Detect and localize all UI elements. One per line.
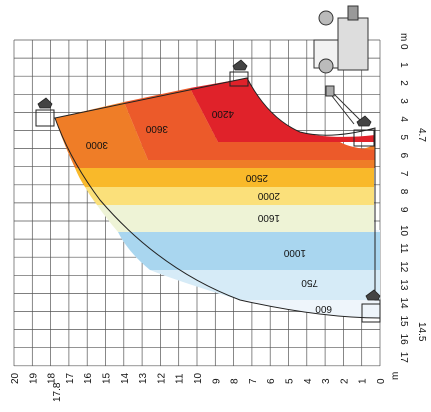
zone-label-1600: 1600 — [257, 212, 280, 223]
x-tick-label: 18 — [47, 372, 58, 384]
x-tick-label: 11 — [175, 373, 186, 384]
y-tick-label: 2 — [398, 80, 409, 86]
y-extra-top: 4.7 — [416, 128, 427, 142]
y-tick-label: 9 — [398, 207, 409, 213]
forklift-icon — [232, 59, 248, 71]
load-zones — [55, 78, 380, 318]
zone-750 — [150, 270, 380, 300]
zone-4200 — [190, 78, 375, 142]
x-tick-label: 4 — [303, 378, 314, 384]
y-tick-label: 3 — [398, 98, 409, 104]
x-tick-label: 17 — [65, 372, 76, 384]
zone-2500 — [75, 168, 374, 187]
x-tick-label: 13 — [138, 372, 149, 384]
zone-label-750: 750 — [301, 277, 318, 288]
y-tick-label: 13 — [398, 279, 409, 291]
reference-lines — [35, 71, 381, 323]
y-tick-label: 1 — [398, 62, 409, 68]
x-tick-label: 9 — [211, 378, 222, 384]
x-extra-tick: 17.8 — [52, 382, 63, 402]
y-tick-label: 17 — [398, 352, 409, 364]
zone-label-2000: 2000 — [257, 190, 280, 201]
x-axis-unit: m — [390, 372, 401, 380]
x-tick-label: 2 — [339, 378, 350, 384]
y-tick-label: 12 — [398, 261, 409, 273]
x-tick-label: 7 — [248, 378, 259, 384]
x-tick-label: 3 — [321, 378, 332, 384]
zone-2000 — [85, 187, 374, 205]
zone-label-3000: 3000 — [85, 139, 108, 150]
zone-labels: 4200 3600 3000 2500 2000 1600 1000 750 6… — [85, 108, 332, 314]
x-tick-label: 15 — [102, 372, 113, 384]
x-tick-label: 8 — [230, 378, 241, 384]
x-tick-label: 19 — [28, 372, 39, 384]
y-tick-label: 16 — [398, 334, 409, 346]
x-tick-label: 14 — [120, 372, 131, 384]
zone-label-1000: 1000 — [283, 247, 306, 258]
zone-1600 — [97, 205, 374, 232]
x-tick-label: 12 — [156, 372, 167, 384]
y-tick-label: 10 — [398, 225, 409, 237]
y-tick-label: 15 — [398, 316, 409, 328]
zone-label-4200: 4200 — [211, 108, 234, 119]
y-tick-label: 5 — [398, 135, 409, 141]
x-tick-label: 6 — [266, 378, 277, 384]
x-tick-label: 1 — [358, 378, 369, 384]
y-tick-label: 4 — [398, 116, 409, 122]
zone-1000 — [118, 232, 380, 270]
y-tick-label: 7 — [398, 171, 409, 177]
zone-label-3600: 3600 — [145, 123, 168, 134]
envelope-outline — [54, 77, 381, 319]
y-axis-unit: m — [398, 33, 409, 41]
zone-3000 — [55, 102, 375, 168]
forklift-marker-icons — [37, 59, 381, 301]
forklift-icon — [365, 289, 381, 301]
forklift-icon — [37, 97, 53, 109]
y-tick-label: 8 — [398, 189, 409, 195]
y-tick-label: 14 — [398, 297, 409, 309]
x-tick-label: 16 — [83, 372, 94, 384]
y-extra-bottom: 14.5 — [416, 322, 427, 342]
y-tick-label: 11 — [398, 243, 409, 254]
axis-extras: m m 17.8 4.7 14.5 — [52, 33, 427, 402]
telehandler-machine-icon — [313, 5, 369, 125]
x-tick-label: 10 — [193, 372, 204, 384]
y-tick-label: 0 — [398, 44, 409, 50]
forklift-icon — [356, 115, 372, 127]
x-tick-label: 5 — [285, 378, 296, 384]
y-tick-label: 6 — [398, 153, 409, 159]
x-tick-label: 20 — [10, 372, 21, 384]
zone-label-2500: 2500 — [245, 172, 268, 183]
x-tick-label: 0 — [376, 378, 387, 384]
zone-label-600: 600 — [315, 303, 332, 314]
